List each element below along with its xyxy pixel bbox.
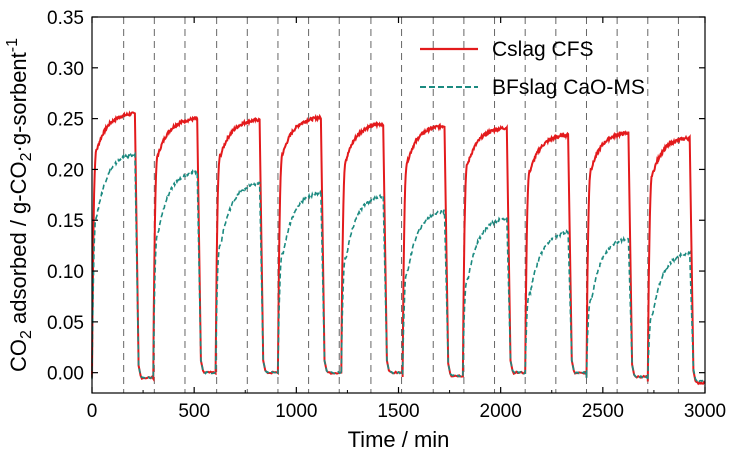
y-tick-label: 0.05 xyxy=(47,313,84,334)
legend: Cslag CFS BFslag CaO-MS xyxy=(420,38,645,99)
y-tick-label: 0.15 xyxy=(47,211,84,232)
y-label-sub2: 2 xyxy=(18,152,35,161)
series-line-bfslag-cao-ms xyxy=(91,150,706,383)
series-lines xyxy=(91,110,706,386)
y-label-part1: CO xyxy=(6,339,31,372)
y-tick-label: 0.10 xyxy=(47,262,84,283)
series-line-cslag-cfs xyxy=(91,110,706,386)
x-tick-label: 500 xyxy=(178,401,210,422)
y-tick-label: 0.30 xyxy=(47,59,84,80)
x-tick-label: 2500 xyxy=(582,401,624,422)
y-tick-label: 0.25 xyxy=(47,110,84,131)
y-label-part2: adsorbed / g-CO xyxy=(6,161,31,330)
y-tick-label: 0.20 xyxy=(47,160,84,181)
plot-frame xyxy=(91,16,706,394)
y-label-part3: ·g-sorbent xyxy=(6,52,31,152)
y-axis-label: CO2 adsorbed / g-CO2·g-sorbent-1 xyxy=(4,38,35,372)
y-tick-label: 0.00 xyxy=(47,364,84,385)
x-tick-label: 1500 xyxy=(377,401,419,422)
legend-label-cslag-cfs: Cslag CFS xyxy=(492,38,594,61)
legend-label-bfslag-cao-ms: BFslag CaO-MS xyxy=(492,76,645,99)
y-label-sup: -1 xyxy=(4,38,21,52)
x-tick-label: 3000 xyxy=(684,401,726,422)
x-tick-label: 0 xyxy=(87,401,98,422)
x-tick-label: 1000 xyxy=(275,401,317,422)
cycle-boundary-lines xyxy=(123,17,679,393)
x-axis-label: Time / min xyxy=(348,427,450,452)
y-tick-label: 0.35 xyxy=(47,8,84,29)
x-tick-label: 2000 xyxy=(480,401,522,422)
axis-ticks: 0 500 1000 1500 2000 2500 3000 0.00 0.05 0.10 0.15… xyxy=(47,8,726,422)
y-label-sub1: 2 xyxy=(18,330,35,339)
